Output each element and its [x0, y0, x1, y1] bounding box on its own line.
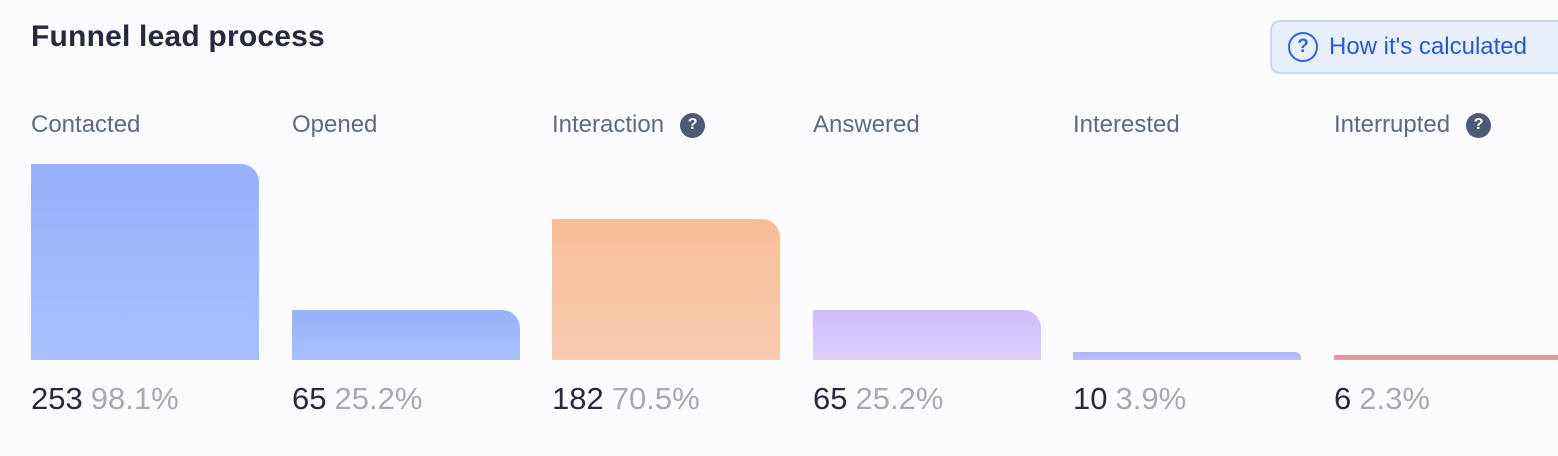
category-label-opened: Opened: [292, 111, 377, 139]
value-percent: 98.1%: [90, 381, 179, 416]
value-percent: 25.2%: [855, 381, 944, 416]
bar-contacted[interactable]: [31, 164, 259, 360]
category-label-contacted: Contacted: [31, 111, 140, 139]
value-count: 65: [813, 381, 848, 416]
value-label-interaction: 182 70.5%: [552, 381, 700, 417]
category-label-text: Interested: [1073, 111, 1180, 138]
bar-interested[interactable]: [1073, 352, 1301, 360]
value-count: 182: [552, 381, 604, 416]
category-label-text: Contacted: [31, 111, 141, 138]
value-percent: 2.3%: [1359, 381, 1430, 416]
category-label-text: Opened: [292, 111, 378, 138]
value-label-contacted: 253 98.1%: [31, 381, 179, 417]
info-icon[interactable]: ?: [1466, 112, 1492, 138]
value-percent: 3.9%: [1115, 381, 1187, 416]
category-label-text: Answered: [813, 111, 920, 138]
value-label-interested: 10 3.9%: [1073, 381, 1186, 417]
bar-interaction[interactable]: [552, 219, 780, 360]
value-count: 10: [1073, 381, 1108, 416]
value-count: 6: [1334, 381, 1352, 416]
value-label-opened: 65 25.2%: [292, 381, 422, 417]
value-count: 253: [31, 381, 83, 416]
how-calculated-label: How it's calculated: [1329, 33, 1527, 60]
category-label-interaction: Interaction?: [552, 111, 706, 139]
chart-title: Funnel lead process: [31, 20, 325, 53]
value-label-interrupted: 6 2.3%: [1334, 381, 1430, 417]
category-label-interrupted: Interrupted?: [1334, 111, 1492, 139]
value-percent: 25.2%: [334, 381, 423, 416]
question-circle-icon: ?: [1288, 32, 1318, 62]
category-label-answered: Answered: [813, 111, 920, 139]
category-label-text: Interaction: [552, 111, 665, 138]
bar-opened[interactable]: [292, 310, 520, 360]
bar-answered[interactable]: [813, 310, 1041, 360]
value-count: 65: [292, 381, 327, 416]
bar-interrupted[interactable]: [1334, 355, 1558, 360]
value-percent: 70.5%: [611, 381, 700, 416]
category-label-interested: Interested: [1073, 111, 1180, 139]
category-label-text: Interrupted: [1334, 111, 1451, 138]
how-calculated-button[interactable]: ? How it's calculated: [1270, 20, 1558, 74]
info-icon[interactable]: ?: [680, 112, 706, 138]
value-label-answered: 65 25.2%: [813, 381, 943, 417]
